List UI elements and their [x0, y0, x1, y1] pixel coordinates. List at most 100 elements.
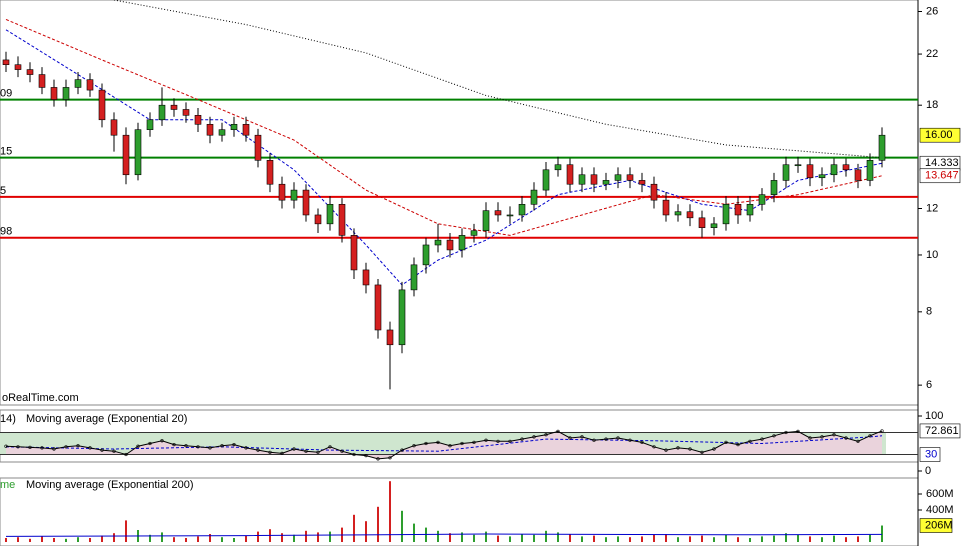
candle-body — [314, 214, 322, 225]
volume-bar — [473, 534, 475, 542]
panel-label: 14) — [0, 413, 16, 425]
last-price-box — [919, 127, 961, 143]
last-volume-box — [919, 518, 953, 533]
volume-bar — [209, 534, 211, 542]
volume-bar — [869, 534, 871, 542]
volume-bar — [89, 538, 91, 542]
candle-body — [14, 64, 22, 70]
volume-bar — [29, 538, 31, 542]
volume-bar — [173, 537, 175, 542]
rsi-point — [328, 445, 332, 449]
ema-value-box — [919, 168, 961, 184]
candle-body — [362, 269, 370, 286]
rsi-point — [556, 429, 560, 434]
rsi-point — [436, 440, 440, 445]
rsi-area — [6, 430, 882, 459]
candle-body — [878, 134, 886, 161]
rsi-point — [280, 451, 284, 456]
rsi-point — [4, 444, 8, 448]
candle-body — [590, 174, 598, 185]
rsi-point — [292, 447, 296, 451]
volume-bar — [797, 534, 799, 542]
candle-body — [770, 180, 778, 195]
candle-body — [350, 235, 358, 271]
reference-label: 15 — [0, 146, 12, 158]
candle-body — [542, 169, 550, 191]
candle-body — [782, 164, 790, 181]
candle-body — [206, 123, 214, 136]
volume-bar — [785, 533, 787, 542]
candle-body — [194, 115, 202, 125]
y-tick-label: 0 — [925, 465, 931, 477]
candle-body — [110, 119, 118, 136]
candle-body — [854, 169, 862, 181]
rsi-point — [676, 446, 680, 450]
volume-bar — [593, 535, 595, 542]
y-tick-label: 6 — [926, 379, 932, 391]
rsi-point — [316, 450, 320, 454]
candle-body — [650, 183, 658, 201]
candle-body — [134, 129, 142, 176]
y-tick-label: 12 — [926, 202, 938, 214]
volume-bar — [305, 530, 307, 542]
volume-bar — [749, 538, 751, 542]
volume-bar — [65, 538, 67, 542]
volume-bar — [521, 534, 523, 542]
rsi-point — [736, 443, 740, 447]
rsi-point — [820, 435, 824, 439]
rsi-point — [640, 440, 644, 445]
reference-label: 5 — [0, 185, 6, 197]
rsi-point — [88, 446, 92, 450]
volume-bar — [509, 536, 511, 542]
candle-body — [302, 189, 310, 216]
volume-bar — [821, 537, 823, 542]
candle-body — [818, 174, 826, 179]
rsi-point — [100, 448, 104, 452]
volume-bar — [221, 537, 223, 542]
rsi-average — [5, 435, 883, 452]
volume-bar — [761, 536, 763, 542]
moving-average — [113, 0, 883, 159]
rsi-point — [832, 433, 836, 437]
rsi-point — [232, 443, 236, 447]
candle-body — [158, 104, 166, 121]
rsi-point — [628, 438, 632, 442]
rsi-point — [508, 439, 512, 443]
candle-body — [638, 180, 646, 185]
y-tick-label: 30 — [925, 448, 937, 460]
rsi-point — [700, 450, 704, 454]
volume-bar — [713, 537, 715, 542]
volume-bar — [257, 531, 259, 542]
y-tick-label: 100 — [925, 410, 943, 422]
candle-body — [614, 174, 622, 181]
rsi-point — [172, 443, 176, 447]
candle-body — [86, 79, 94, 91]
volume-bar — [41, 536, 43, 542]
rsi-point — [196, 445, 200, 449]
candle-body — [530, 189, 538, 205]
volume-bar — [677, 537, 679, 542]
volume-bar — [881, 525, 883, 542]
candle-body — [422, 244, 430, 266]
rsi-point — [64, 445, 68, 449]
volume-bar — [185, 538, 187, 542]
candle-body — [374, 284, 382, 331]
candle-body — [470, 230, 478, 236]
candle-body — [266, 159, 274, 185]
volume-bar — [569, 534, 571, 542]
candle-body — [626, 174, 634, 181]
candle-body — [494, 210, 502, 216]
volume-bar — [557, 532, 559, 542]
candle-body — [746, 204, 754, 216]
volume-bar — [485, 531, 487, 542]
rsi-point — [760, 437, 764, 441]
volume-average — [5, 533, 883, 537]
reference-label: 09 — [0, 88, 12, 100]
volume-bar — [413, 523, 415, 542]
moving-average — [5, 29, 883, 286]
candle-body — [578, 174, 586, 185]
candle-body — [482, 210, 490, 231]
candle-body — [50, 87, 58, 100]
volume-bar — [401, 510, 403, 542]
